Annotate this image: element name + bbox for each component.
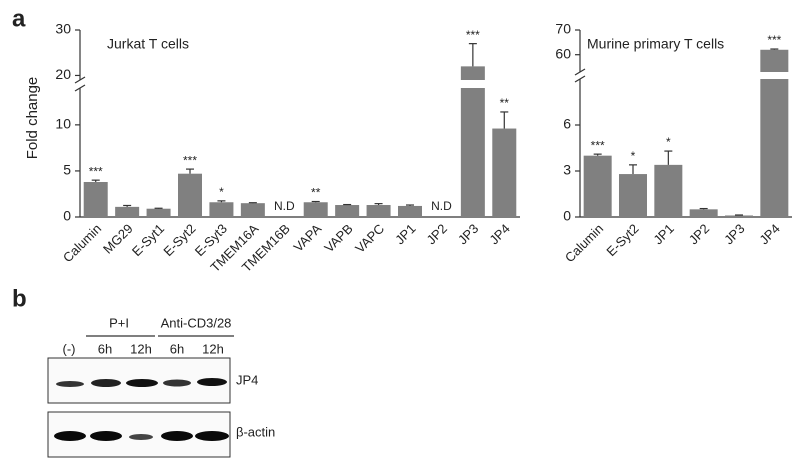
band (91, 379, 121, 387)
annotation: * (219, 185, 224, 199)
annotation: *** (183, 153, 197, 167)
y-tick-label: 10 (55, 116, 71, 132)
band (126, 379, 158, 387)
lane-label: 6h (170, 341, 184, 356)
axis-break (574, 68, 586, 76)
y-axis-label: Fold change (24, 77, 41, 160)
bar (654, 164, 683, 217)
bar (83, 181, 108, 217)
bar (146, 208, 171, 217)
axis-break (74, 84, 86, 92)
bar (689, 209, 718, 217)
panel-label: b (12, 285, 27, 312)
y-tick-label: 30 (55, 21, 71, 37)
y-tick-label: 20 (55, 66, 71, 82)
x-tick-label: JP3 (455, 221, 481, 247)
band (56, 381, 84, 387)
bar (240, 203, 265, 217)
y-tick-label: 6 (563, 116, 571, 132)
annotation: * (666, 135, 671, 149)
bar (460, 66, 485, 80)
x-tick-label: JP4 (486, 221, 512, 247)
x-tick-label: JP4 (756, 221, 782, 247)
x-tick-label: JP2 (424, 221, 450, 247)
annotation: * (631, 149, 636, 163)
bar (460, 88, 485, 217)
bar (492, 128, 517, 217)
bar (398, 205, 422, 217)
annotation: *** (466, 28, 480, 42)
band (197, 378, 227, 386)
x-tick-label: VAPA (290, 221, 324, 255)
band (90, 431, 122, 441)
x-tick-label: JP1 (650, 221, 676, 247)
annotation: *** (591, 138, 605, 152)
x-tick-label: E-Syt2 (603, 221, 641, 259)
x-tick-label: JP1 (392, 221, 418, 247)
axis-break (574, 75, 586, 83)
bar (760, 49, 789, 72)
blot: P+I Anti-CD3/28 (-) 6h 12h 6h 12h JP4 β-… (47, 315, 275, 458)
x-tick-label: Calumin (60, 221, 104, 265)
lane-label: 12h (202, 341, 224, 356)
band (129, 434, 153, 440)
y-tick-label: 0 (563, 208, 571, 224)
y-tick-label: 3 (563, 162, 571, 178)
band (54, 431, 86, 441)
y-tick-label: 60 (555, 45, 571, 61)
x-tick-label: E-Syt1 (129, 221, 167, 259)
annotation: ** (500, 96, 510, 110)
band (195, 431, 229, 441)
x-tick-label: E-Syt2 (160, 221, 198, 259)
bar (303, 202, 328, 217)
x-tick-label: Calumin (562, 221, 606, 265)
bar (760, 79, 789, 217)
bar (115, 206, 140, 217)
y-tick-label: 70 (555, 21, 571, 37)
chart-title: Murine primary T cells (587, 36, 724, 52)
bar (335, 205, 360, 217)
x-tick-label: VAPC (352, 221, 387, 256)
annotation: N.D (431, 199, 452, 213)
y-tick-label: 5 (63, 162, 71, 178)
bar (583, 155, 612, 217)
x-tick-label: VAPB (321, 221, 355, 255)
bar (178, 173, 202, 217)
y-tick-label: 0 (63, 208, 71, 224)
lane-label: 12h (130, 341, 152, 356)
chart-title: Jurkat T cells (107, 36, 189, 52)
band (161, 431, 193, 441)
x-tick-label: JP3 (721, 221, 747, 247)
band-label: JP4 (236, 372, 258, 387)
bar (619, 174, 647, 217)
panel-label: a (12, 5, 26, 32)
group-label: Anti-CD3/28 (161, 315, 232, 330)
annotation: *** (767, 33, 781, 47)
annotation: N.D (274, 199, 295, 213)
annotation: *** (89, 164, 103, 178)
bar (209, 202, 234, 217)
annotation: ** (311, 186, 321, 200)
axis-break (74, 76, 86, 84)
x-tick-label: JP2 (686, 221, 712, 247)
band-label: β-actin (236, 424, 275, 439)
lane-label: (-) (63, 341, 76, 356)
lane-label: 6h (98, 341, 112, 356)
group-label: P+I (109, 315, 129, 330)
bar (725, 215, 753, 217)
band (163, 379, 191, 387)
bar (366, 205, 391, 217)
